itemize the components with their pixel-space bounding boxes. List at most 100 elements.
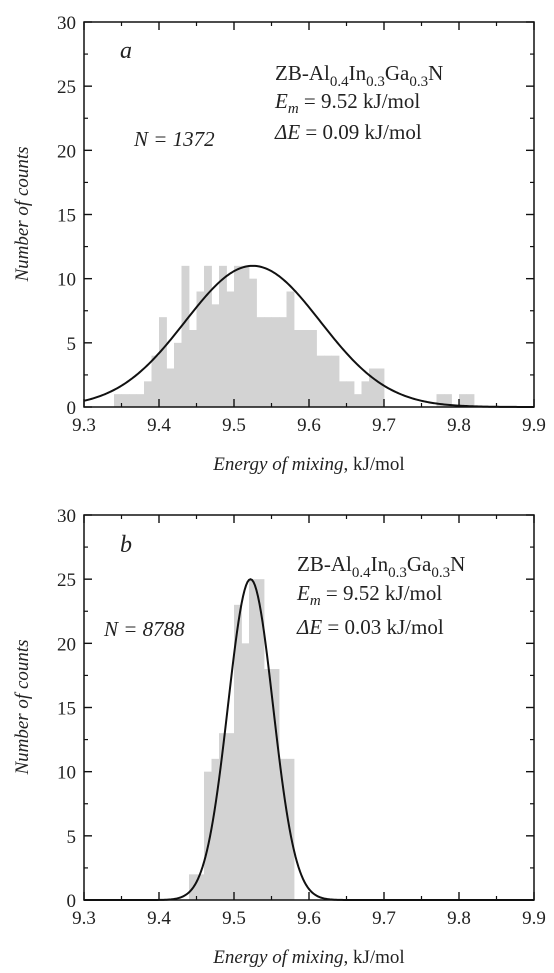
histogram-bar-a-28 (324, 355, 332, 407)
histogram-bar-a-6 (159, 317, 167, 407)
energy-spread-b: ΔE = 0.03 kJ/mol (296, 615, 444, 639)
histogram-bar-a-1 (121, 394, 130, 407)
y-tick-label-b-2: 10 (57, 763, 76, 784)
histogram-bar-b-2 (204, 771, 212, 900)
histogram-bar-b-12 (279, 758, 287, 900)
histogram-bar-a-35 (376, 368, 385, 407)
x-tick-label-b-0: 9.3 (72, 908, 96, 929)
x-tick-label-b-4: 9.7 (372, 908, 396, 929)
histogram-bar-a-34 (369, 368, 377, 407)
y-tick-label-a-2: 10 (57, 270, 76, 291)
y-tick-label-b-4: 20 (57, 634, 76, 655)
histogram-bar-a-17 (241, 265, 250, 407)
histogram-bar-a-27 (316, 355, 325, 407)
y-tick-label-a-1: 5 (67, 334, 77, 355)
panel-label-a: a (120, 38, 132, 64)
x-tick-label-a-3: 9.6 (297, 415, 321, 436)
histogram-bar-b-11 (271, 669, 280, 900)
y-axis-title-b: Number of counts (12, 639, 33, 775)
histogram-bar-a-26 (309, 330, 317, 407)
sample-count-b: N = 8788 (103, 617, 185, 641)
histogram-bar-a-18 (249, 278, 257, 407)
histogram-bar-b-6 (234, 604, 242, 900)
histogram-bar-a-8 (174, 342, 182, 407)
y-tick-label-b-1: 5 (67, 827, 77, 848)
histogram-bar-a-7 (166, 368, 175, 407)
histogram-bar-a-11 (196, 291, 205, 407)
histogram-bar-a-33 (361, 381, 370, 407)
mean-energy-a: Em = 9.52 kJ/mol (274, 89, 420, 117)
histogram-bars-b (189, 579, 295, 900)
y-tick-label-a-6: 30 (57, 13, 76, 34)
histogram-bar-a-24 (294, 330, 302, 407)
histogram-bar-a-12 (204, 265, 212, 407)
y-tick-label-a-5: 25 (57, 77, 76, 98)
x-tick-label-b-3: 9.6 (297, 908, 321, 929)
x-tick-label-b-2: 9.5 (222, 908, 246, 929)
histogram-bar-a-4 (144, 381, 152, 407)
histogram-bar-b-5 (226, 733, 235, 900)
x-tick-label-b-6: 9.9 (522, 908, 546, 929)
histogram-bar-a-31 (346, 381, 355, 407)
x-tick-label-a-1: 9.4 (147, 415, 171, 436)
sample-count-label-a: N = 1372 (133, 127, 215, 151)
histogram-bar-a-19 (256, 317, 265, 407)
histogram-bar-b-4 (219, 733, 227, 900)
y-tick-label-b-6: 30 (57, 506, 76, 527)
histogram-bar-a-0 (114, 394, 122, 407)
axis-ticks-b: 9.3 9.4 9.5 9.6 9.7 9.8 9.9 0 5 10 15 20 25 30 (57, 506, 546, 929)
histogram-bar-a-3 (136, 394, 145, 407)
histogram-bar-b-7 (241, 643, 250, 900)
y-tick-label-a-4: 20 (57, 141, 76, 162)
histogram-bar-a-10 (189, 330, 197, 407)
histogram-bar-a-32 (354, 394, 362, 407)
panel-label-b: b (120, 532, 132, 558)
y-axis-title-a: Number of counts (12, 146, 33, 282)
panel-a: 9.3 9.4 9.5 9.6 9.7 9.8 9.9 0 5 10 15 20 25 30 a N = … (12, 13, 546, 475)
x-tick-label-a-6: 9.9 (522, 415, 546, 436)
histogram-bar-a-29 (331, 355, 340, 407)
histogram-bar-a-21 (271, 317, 280, 407)
histogram-bar-a-16 (234, 265, 242, 407)
histogram-bar-b-9 (256, 579, 265, 900)
x-tick-label-a-2: 9.5 (222, 415, 246, 436)
histogram-bar-a-22 (279, 317, 287, 407)
histogram-bar-a-9 (181, 265, 190, 407)
mean-energy-b: Em = 9.52 kJ/mol (296, 581, 442, 609)
histogram-bars-a (114, 265, 475, 407)
histogram-bar-a-25 (301, 330, 310, 407)
histogram-bar-a-30 (339, 381, 347, 407)
histogram-bar-b-10 (264, 669, 272, 900)
alloy-formula-b: ZB-Al0.4In0.3Ga0.3N (297, 552, 465, 581)
histogram-bar-b-1 (196, 874, 205, 900)
y-tick-label-b-3: 15 (57, 699, 76, 720)
histogram-bar-a-36 (436, 394, 445, 407)
alloy-formula-a: ZB-Al0.4In0.3Ga0.3N (275, 61, 443, 90)
histogram-bar-a-14 (219, 265, 227, 407)
y-tick-label-b-0: 0 (67, 891, 77, 912)
x-tick-label-b-5: 9.8 (447, 908, 471, 929)
histogram-bar-a-37 (444, 394, 452, 407)
sample-count-label-b: N = 8788 (103, 617, 185, 641)
x-tick-label-a-5: 9.8 (447, 415, 471, 436)
y-tick-label-a-3: 15 (57, 206, 76, 227)
panel-b: 9.3 9.4 9.5 9.6 9.7 9.8 9.9 0 5 10 15 20 25 30 b N = … (12, 506, 546, 968)
energy-spread-a: ΔE = 0.09 kJ/mol (274, 120, 422, 144)
histogram-bar-a-13 (211, 304, 220, 407)
histogram-bar-a-15 (226, 291, 235, 407)
histogram-bar-a-20 (264, 317, 272, 407)
x-axis-title-a: Energy of mixing, kJ/mol (212, 454, 404, 475)
histogram-bar-b-8 (249, 579, 257, 900)
histogram-bar-a-5 (151, 355, 160, 407)
histogram-bar-a-39 (466, 394, 475, 407)
histogram-bar-a-38 (459, 394, 467, 407)
y-tick-label-a-0: 0 (67, 398, 77, 419)
axis-ticks-a: 9.3 9.4 9.5 9.6 9.7 9.8 9.9 0 5 10 15 20 25 30 (57, 13, 546, 436)
x-tick-label-a-0: 9.3 (72, 415, 96, 436)
histogram-bar-a-23 (286, 291, 295, 407)
sample-count-a: N = 1372 (133, 127, 215, 151)
y-tick-label-b-5: 25 (57, 570, 76, 591)
x-axis-title-b: Energy of mixing, kJ/mol (212, 947, 404, 968)
histogram-bar-a-2 (129, 394, 137, 407)
histogram-bar-b-3 (211, 758, 220, 900)
